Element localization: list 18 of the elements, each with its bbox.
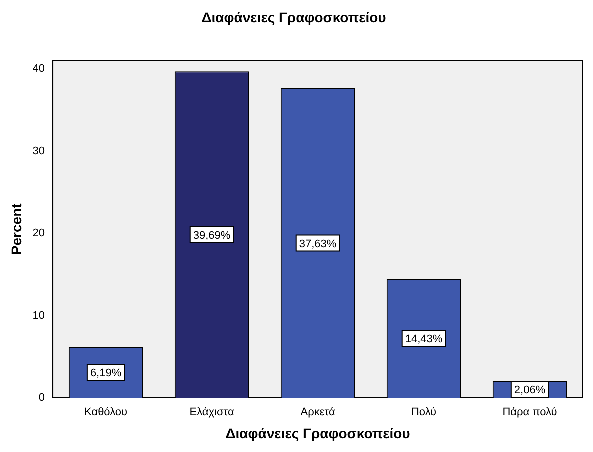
y-tick-label: 40	[32, 63, 46, 76]
data-label: 37,63%	[299, 238, 337, 250]
data-label: 39,69%	[193, 230, 231, 242]
x-tick-label: Καθόλου	[84, 406, 128, 419]
x-tick-label: Αρκετά	[300, 406, 336, 419]
y-tick-label: 0	[38, 392, 46, 404]
y-tick-label: 10	[32, 310, 46, 322]
y-tick-label: 30	[32, 145, 46, 158]
chart-title: Διαφάνειες Γραφοσκοπείου	[202, 9, 386, 26]
data-label: 6,19%	[90, 368, 122, 380]
x-tick-label: Πολύ	[411, 406, 437, 419]
x-axis-title: Διαφάνειες Γραφοσκοπείου	[226, 425, 410, 442]
y-axis-title: Percent	[8, 203, 24, 256]
data-label: 2,06%	[514, 384, 546, 397]
y-tick-label: 20	[32, 228, 46, 240]
x-tick-label: Ελάχιστα	[190, 406, 235, 419]
data-label: 14,43%	[405, 334, 443, 346]
x-tick-label: Πάρα πολύ	[502, 406, 558, 419]
